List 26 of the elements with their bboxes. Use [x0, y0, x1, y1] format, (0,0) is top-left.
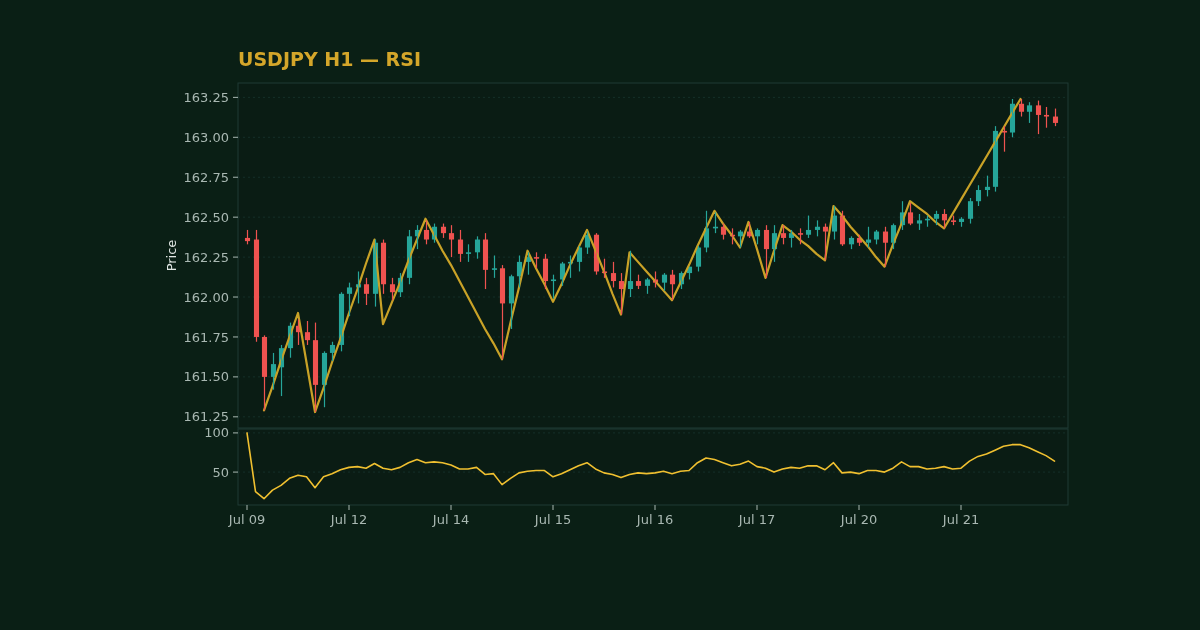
x-tick-label: Jul 20 — [839, 512, 878, 527]
chart-title: USDJPY H1 — RSI — [238, 48, 421, 70]
x-tick-label: Jul 16 — [635, 512, 674, 527]
y-tick-label: 161.50 — [183, 369, 229, 385]
line-series — [246, 432, 1056, 500]
y-tick-label: 50 — [212, 464, 229, 480]
y-tick-label: 161.25 — [183, 409, 229, 425]
y-tick-label: 162.00 — [183, 289, 229, 305]
candlestick — [550, 274, 557, 300]
y-tick-label: 161.75 — [183, 329, 229, 345]
x-tick-label: Jul 15 — [533, 512, 572, 527]
y-tick-label: 162.75 — [183, 169, 229, 185]
y-tick-label: 163.00 — [183, 129, 229, 145]
line-series — [262, 97, 1022, 414]
y-tick-label: 100 — [204, 425, 229, 441]
x-tick-label: Jul 21 — [941, 512, 980, 527]
y-tick-label: 162.50 — [183, 209, 229, 225]
candlestick — [1043, 106, 1050, 129]
x-tick-label: Jul 17 — [737, 512, 776, 527]
x-tick-label: Jul 12 — [329, 512, 368, 527]
y-axis-title: Price — [164, 239, 179, 272]
x-tick-label: Jul 14 — [431, 512, 470, 527]
y-tick-label: 163.25 — [183, 89, 229, 105]
candlestick — [491, 254, 498, 279]
y-tick-label: 162.25 — [183, 249, 229, 265]
x-tick-label: Jul 09 — [227, 512, 266, 527]
